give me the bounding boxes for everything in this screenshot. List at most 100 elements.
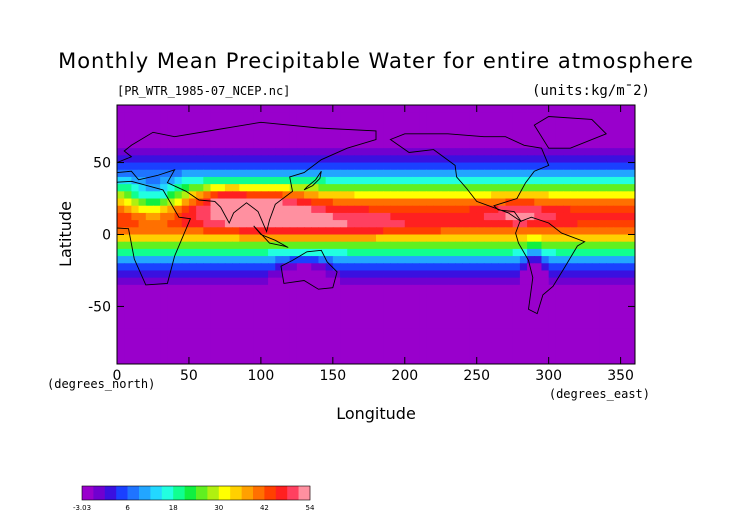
field-cell: [347, 162, 356, 171]
field-cell: [296, 155, 305, 164]
field-cell: [563, 299, 571, 308]
field-cell: [440, 191, 449, 200]
field-cell: [181, 241, 190, 250]
field-cell: [570, 234, 579, 243]
field-cell: [188, 234, 197, 243]
field-cell: [606, 241, 615, 250]
field-cell: [483, 140, 492, 149]
field-cell: [555, 342, 564, 351]
field-cell: [318, 349, 327, 358]
field-cell: [340, 241, 348, 250]
field-cell: [160, 133, 168, 142]
field-cell: [217, 313, 226, 322]
field-cell: [325, 162, 334, 171]
field-cell: [376, 335, 384, 344]
field-cell: [152, 299, 161, 308]
field-cell: [232, 313, 240, 322]
field-cell: [613, 162, 622, 171]
field-cell: [419, 277, 427, 286]
field-cell: [390, 234, 399, 243]
field-cell: [563, 306, 571, 315]
field-cell: [433, 356, 442, 364]
field-cell: [138, 241, 147, 250]
field-cell: [426, 299, 435, 308]
field-cell: [591, 191, 600, 200]
field-cell: [282, 119, 291, 128]
field-cell: [217, 191, 226, 200]
field-cell: [462, 241, 471, 250]
field-cell: [145, 212, 154, 221]
field-cell: [498, 313, 507, 322]
field-cell: [296, 220, 305, 228]
field-cell: [555, 119, 564, 128]
field-cell: [296, 162, 305, 171]
field-cell: [455, 169, 463, 178]
field-cell: [548, 320, 557, 329]
field-cell: [174, 270, 183, 279]
field-cell: [397, 299, 406, 308]
field-cell: [447, 241, 456, 250]
field-cell: [332, 320, 341, 329]
field-cell: [217, 270, 226, 279]
field-cell: [491, 198, 499, 207]
field-cell: [469, 112, 478, 120]
field-cell: [224, 212, 233, 221]
field-cell: [117, 335, 125, 344]
field-cell: [282, 198, 291, 207]
field-cell: [548, 313, 557, 322]
field-cell: [347, 320, 356, 329]
field-cell: [620, 328, 629, 336]
field-cell: [527, 119, 535, 128]
field-cell: [534, 284, 543, 293]
field-cell: [620, 126, 629, 135]
field-cell: [383, 133, 391, 142]
field-cell: [383, 212, 391, 221]
field-cell: [325, 320, 334, 329]
field-cell: [224, 140, 233, 149]
field-cell: [469, 313, 478, 322]
field-cell: [188, 320, 197, 329]
field-cell: [145, 284, 154, 293]
field-cell: [253, 148, 262, 156]
field-cell: [210, 306, 219, 315]
field-cell: [246, 205, 255, 214]
field-cell: [512, 133, 521, 142]
field-cell: [239, 212, 248, 221]
field-cell: [160, 162, 168, 171]
field-cell: [304, 335, 312, 344]
field-cell: [419, 263, 427, 272]
field-cell: [376, 119, 384, 128]
field-cell: [124, 256, 132, 264]
field-cell: [361, 112, 370, 120]
field-cell: [188, 306, 197, 315]
field-cell: [117, 234, 125, 243]
field-cell: [311, 148, 320, 156]
field-cell: [275, 126, 284, 135]
field-cell: [440, 176, 449, 185]
field-cell: [138, 292, 147, 300]
field-cell: [469, 356, 478, 364]
field-cell: [167, 292, 176, 300]
field-cell: [332, 184, 341, 192]
field-cell: [275, 248, 284, 257]
field-cell: [224, 205, 233, 214]
field-cell: [318, 227, 327, 236]
field-cell: [318, 205, 327, 214]
field-cell: [304, 356, 312, 364]
field-cell: [275, 313, 284, 322]
field-cell: [167, 184, 176, 192]
field-cell: [318, 162, 327, 171]
field-cell: [519, 320, 528, 329]
field-cell: [433, 126, 442, 135]
field-cell: [117, 248, 125, 257]
field-cell: [469, 105, 478, 113]
field-cell: [275, 205, 284, 214]
field-cell: [383, 356, 391, 364]
field-cell: [548, 256, 557, 264]
field-cell: [117, 162, 125, 171]
field-cell: [210, 198, 219, 207]
field-cell: [519, 299, 528, 308]
field-cell: [534, 349, 543, 358]
field-cell: [426, 313, 435, 322]
field-cell: [627, 342, 635, 351]
